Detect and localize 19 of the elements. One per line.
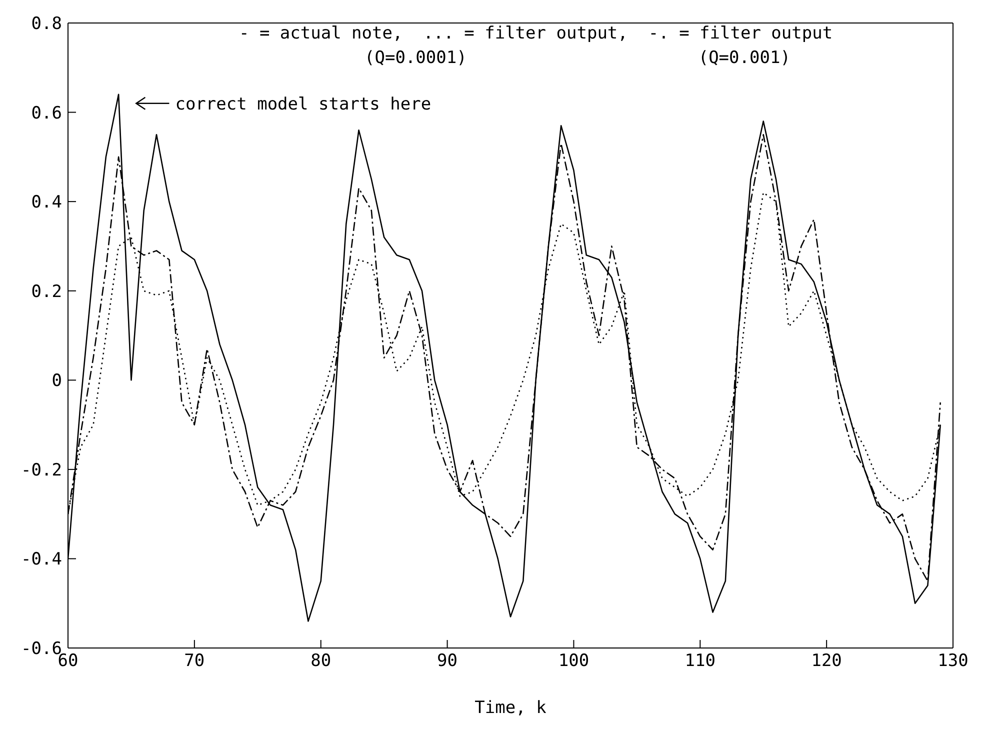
y-tick-label: 0.6: [31, 103, 62, 124]
y-tick-label: 0.2: [31, 282, 62, 302]
y-tick-label: 0.8: [31, 14, 62, 34]
x-tick-label: 100: [558, 651, 590, 672]
y-tick-label: -0.2: [21, 460, 62, 480]
x-tick-label: 90: [437, 651, 458, 672]
x-axis-title: Time, k: [474, 698, 548, 718]
x-tick-label: 120: [811, 651, 842, 672]
annotation: (Q=0.001): [698, 48, 790, 68]
annotation: (Q=0.0001): [364, 48, 467, 68]
y-tick-label: 0.4: [31, 192, 62, 213]
x-tick-label: 70: [184, 651, 205, 672]
x-tick-label: 130: [938, 651, 968, 672]
y-tick-label: -0.4: [21, 550, 62, 570]
x-tick-label: 80: [310, 651, 332, 672]
y-tick-label: 0: [52, 371, 62, 392]
x-tick-label: 110: [684, 651, 716, 672]
annotation: - = actual note, ... = filter output, -. = filter output: [238, 24, 833, 44]
annotation: correct model starts here: [175, 94, 432, 114]
